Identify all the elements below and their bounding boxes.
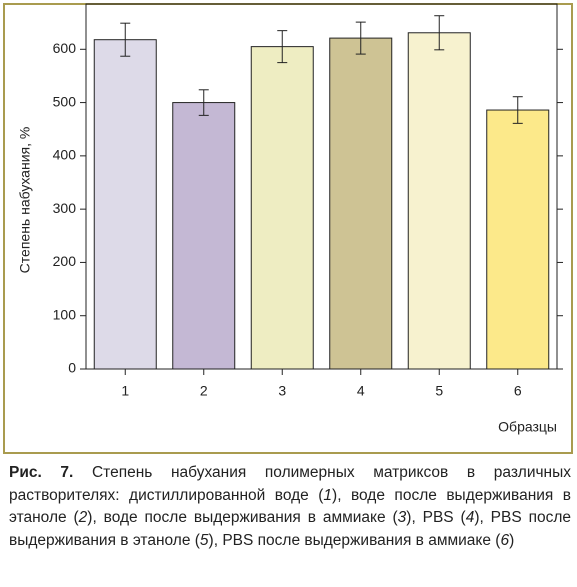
plot-border xyxy=(85,3,558,370)
caption-segment: ), воде после выдерживания в аммиаке ( xyxy=(87,509,398,526)
caption-segment: 5 xyxy=(199,531,209,549)
y-tick-label: 300 xyxy=(53,200,77,216)
x-tick-label: 3 xyxy=(278,383,286,399)
caption-segment: 2 xyxy=(78,509,88,526)
bar xyxy=(93,39,157,370)
caption-segment: ) xyxy=(509,531,515,549)
x-tick-label: 2 xyxy=(200,383,208,399)
y-tick-label: 200 xyxy=(53,253,77,269)
y-tick-label: 100 xyxy=(53,306,77,322)
caption-segment: ), PBS после выдерживания в этаноле ( xyxy=(9,509,572,549)
caption-text: Степень набухания полимерных матриксов в… xyxy=(9,464,571,549)
bar xyxy=(486,109,550,370)
bar xyxy=(407,32,471,370)
x-tick-label: 5 xyxy=(435,383,443,399)
caption-segment: ), воде после выдерживания в этаноле ( xyxy=(9,486,571,527)
chart: Степень набухания, % Образцы 0 100 200 300 4… xyxy=(3,3,573,454)
caption-segment: ), PBS после выдерживания в аммиаке ( xyxy=(208,531,501,549)
y-axis-label: Степень набухания, % xyxy=(17,127,33,274)
y-tick-label: 500 xyxy=(53,93,77,109)
caption-segment: 4 xyxy=(465,509,475,526)
caption-segment: Степень набухания полимерных матриксов в… xyxy=(9,464,571,504)
y-tick-label: 0 xyxy=(68,360,76,376)
caption-label: Рис. 7. xyxy=(9,464,74,481)
caption: Рис. 7. Степень набухания полимерных мат… xyxy=(9,462,571,552)
bar xyxy=(250,46,314,370)
caption-segment: ), PBS ( xyxy=(406,509,466,526)
caption-segment: 3 xyxy=(397,509,407,526)
bar xyxy=(329,37,393,370)
caption-segment: 1 xyxy=(323,486,333,504)
caption-segment: 6 xyxy=(500,531,510,549)
x-axis-label: Образцы xyxy=(498,419,557,435)
bar xyxy=(172,102,236,370)
y-tick-label: 400 xyxy=(53,147,77,163)
x-tick-label: 6 xyxy=(514,383,522,399)
y-tick-label: 600 xyxy=(53,40,77,56)
x-tick-label: 1 xyxy=(121,383,129,399)
x-tick-label: 4 xyxy=(357,383,365,399)
